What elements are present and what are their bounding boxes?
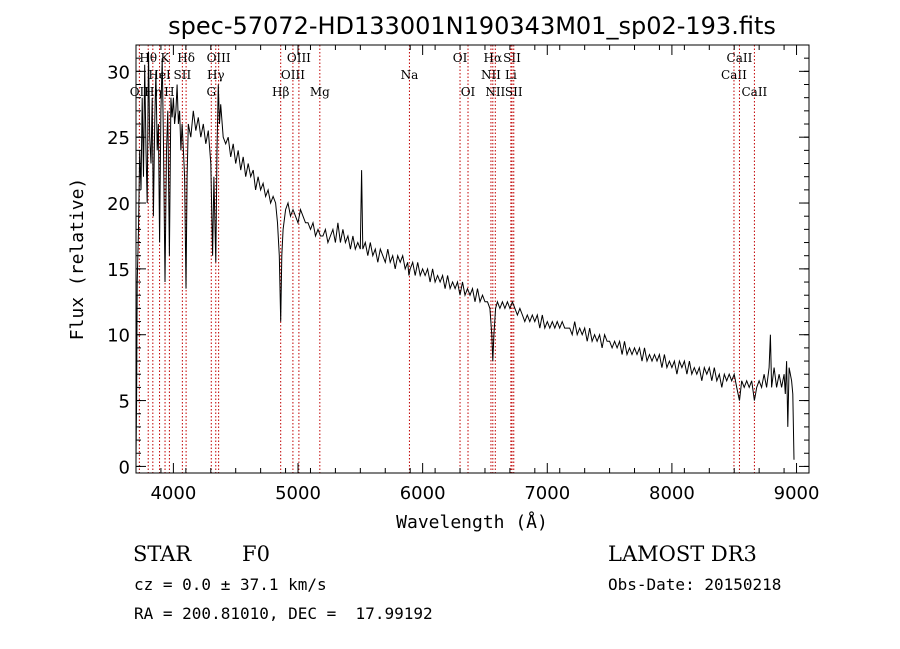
y-tick-label: 5	[119, 392, 130, 413]
x-tick-label: 5000	[275, 483, 321, 504]
line-marker-label: SII	[503, 51, 521, 65]
spectrum-plot	[135, 51, 795, 460]
line-marker-label: CaII	[741, 85, 767, 99]
line-marker-label: Mg	[310, 85, 330, 99]
line-marker-label: NII	[481, 68, 501, 82]
line-marker-label: OI	[453, 51, 468, 65]
line-marker-label: OIII	[281, 68, 305, 82]
line-marker-label: SII	[505, 85, 523, 99]
x-tick-label: 4000	[150, 483, 196, 504]
line-marker-label: Hη	[144, 85, 162, 99]
line-marker-label: OI	[461, 85, 476, 99]
chart-title: spec-57072-HD133001N190343M01_sp02-193.f…	[168, 12, 776, 40]
y-tick-label: 20	[107, 194, 130, 215]
x-axis-label: Wavelength (Å)	[396, 511, 548, 533]
spectrum-line	[135, 51, 795, 460]
line-marker-label: CaII	[721, 68, 747, 82]
line-marker-label: SII	[174, 68, 192, 82]
object-subclass: F0	[242, 542, 270, 566]
observation-date: Obs-Date: 20150218	[608, 575, 781, 594]
y-axis-label: Flux (relative)	[67, 178, 88, 341]
line-marker-label: OIII	[287, 51, 311, 65]
line-marker-label: Hγ	[207, 68, 225, 82]
coordinates: RA = 200.81010, DEC = 17.99192	[134, 604, 433, 623]
x-tick-label: 9000	[774, 483, 820, 504]
plot-frame	[135, 44, 810, 474]
x-tick-label: 6000	[400, 483, 446, 504]
tick-labels: 4000 5000 6000 7000 8000 9000 0 5 10 15 20 25 30	[107, 62, 819, 504]
y-tick-label: 10	[107, 326, 130, 347]
y-tick-label: 0	[119, 457, 130, 478]
line-marker-label: Hα	[484, 51, 503, 65]
line-marker-label: NII	[485, 85, 505, 99]
line-marker-label: K	[161, 51, 171, 65]
line-marker-label: G	[206, 85, 216, 99]
line-marker-label: CaII	[727, 51, 753, 65]
x-tick-label: 8000	[649, 483, 695, 504]
line-marker-label: Na	[401, 68, 419, 82]
line-marker-label: H	[164, 85, 174, 99]
redshift-cz: cz = 0.0 ± 37.1 km/s	[134, 575, 327, 594]
object-class: STAR	[133, 542, 192, 566]
line-marker-label: Li	[505, 68, 517, 82]
y-tick-label: 15	[107, 260, 130, 281]
x-tick-label: 7000	[524, 483, 570, 504]
line-marker-label: OIII	[207, 51, 231, 65]
axis-ticks	[135, 44, 810, 473]
survey-name: LAMOST DR3	[608, 542, 757, 566]
line-marker-label: Hδ	[177, 51, 195, 65]
line-marker-label: Hβ	[272, 85, 289, 99]
line-marker-label: HeI	[148, 68, 171, 82]
y-tick-label: 25	[107, 128, 130, 149]
y-tick-label: 30	[107, 62, 130, 83]
